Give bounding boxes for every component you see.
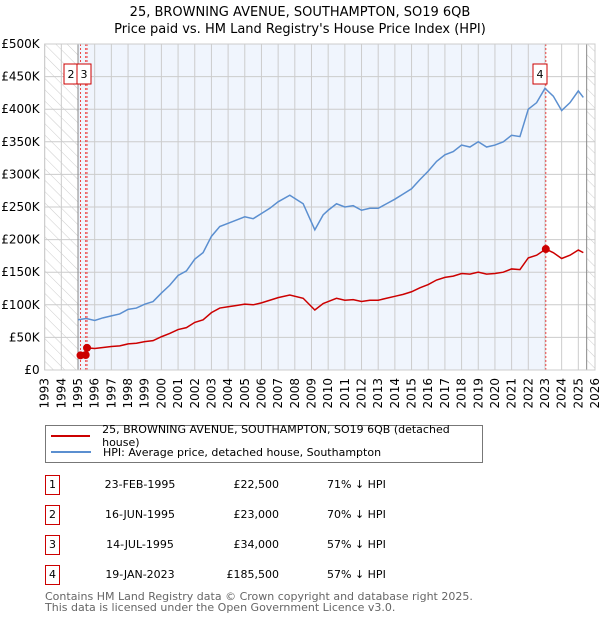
sale-point <box>83 343 92 352</box>
sale-point <box>541 245 550 254</box>
x-tick-label: 2006 <box>254 378 268 409</box>
x-tick-label: 2010 <box>321 378 335 409</box>
sale-label: 4 <box>537 68 544 81</box>
x-tick-label: 2019 <box>471 378 485 409</box>
transaction-hpi: 57% ↓ HPI <box>327 538 386 551</box>
transaction-price: £185,500 <box>226 568 280 581</box>
x-tick-label: 2020 <box>488 378 502 409</box>
sale-label: 3 <box>81 68 88 81</box>
x-tick-label: 2002 <box>188 378 202 409</box>
footer-line2: This data is licensed under the Open Gov… <box>45 601 396 614</box>
y-tick-label: £50K <box>9 330 41 344</box>
x-tick-label: 2000 <box>154 378 168 409</box>
sale-label-box <box>532 63 548 85</box>
x-tick-label: 2005 <box>238 378 252 409</box>
transaction-hpi: 71% ↓ HPI <box>327 478 386 491</box>
transaction-date: 19-JAN-2023 <box>105 568 175 581</box>
y-tick-label: £150K <box>1 265 41 279</box>
transaction-num: 2 <box>45 505 60 525</box>
price-chart: 1993 1994 1995 1996 1997 1998 1999 2000 2001 2002… <box>1 37 600 409</box>
x-tick-label: 2017 <box>438 378 452 409</box>
x-tick-label: 1999 <box>138 378 152 409</box>
x-tick-label: 1997 <box>104 378 118 409</box>
x-tick-label: 2004 <box>221 378 235 409</box>
y-tick-label: £250K <box>1 200 41 214</box>
transaction-row: 4 19-JAN-2023 £185,500 57% ↓ HPI <box>45 565 445 585</box>
x-tick-label: 2001 <box>171 378 185 409</box>
x-tick-label: 2026 <box>588 378 600 409</box>
sale-label: 2 <box>68 68 75 81</box>
transaction-num: 4 <box>45 565 60 585</box>
x-tick-label: 2024 <box>555 378 569 409</box>
transaction-row: 2 16-JUN-1995 £23,000 70% ↓ HPI <box>45 505 445 525</box>
legend-label: 25, BROWNING AVENUE, SOUTHAMPTON, SO19 6… <box>102 423 450 449</box>
transaction-num: 3 <box>45 535 60 555</box>
transaction-hpi: 57% ↓ HPI <box>327 568 386 581</box>
x-tick-label: 2025 <box>571 378 585 409</box>
x-tick-label: 2008 <box>288 378 302 409</box>
y-tick-label: £500K <box>1 37 41 51</box>
chart-subtitle: Price paid vs. HM Land Registry's House … <box>114 22 486 37</box>
transaction-price: £22,500 <box>233 478 280 491</box>
transaction-hpi: 70% ↓ HPI <box>327 508 386 521</box>
x-tick-label: 2016 <box>421 378 435 409</box>
series-line <box>80 248 584 357</box>
y-tick-label: £100K <box>1 298 41 312</box>
transaction-price: £34,000 <box>233 538 280 551</box>
x-tick-label: 1993 <box>38 378 52 409</box>
x-tick-label: 2018 <box>455 378 469 409</box>
y-tick-label: £300K <box>1 167 41 181</box>
y-tick-label: £0 <box>24 363 39 377</box>
chart-title: 25, BROWNING AVENUE, SOUTHAMPTON, SO19 6… <box>129 5 471 20</box>
y-tick-label: £450K <box>1 70 41 84</box>
plot-border <box>44 43 596 371</box>
x-tick-label: 2012 <box>355 378 369 409</box>
y-tick-label: £350K <box>1 135 41 149</box>
x-tick-label: 1995 <box>71 378 85 409</box>
x-tick-label: 2014 <box>388 378 402 409</box>
x-tick-label: 2015 <box>405 378 419 409</box>
transaction-date: 16-JUN-1995 <box>104 508 176 521</box>
x-tick-label: 2021 <box>505 378 519 409</box>
x-tick-label: 2013 <box>371 378 385 409</box>
transaction-num: 1 <box>45 475 60 495</box>
transaction-date: 14-JUL-1995 <box>106 538 174 551</box>
legend: 25, BROWNING AVENUE, SOUTHAMPTON, SO19 6… <box>45 423 483 463</box>
x-tick-label: 1996 <box>88 378 102 409</box>
sale-point <box>81 351 90 360</box>
y-tick-label: £200K <box>1 233 41 247</box>
x-tick-label: 2011 <box>338 378 352 409</box>
series-line <box>77 87 584 322</box>
legend-item-property: 25, BROWNING AVENUE, SOUTHAMPTON, SO19 6… <box>46 423 482 449</box>
x-tick-label: 2003 <box>204 378 218 409</box>
transaction-row: 3 14-JUL-1995 £34,000 57% ↓ HPI <box>45 535 445 555</box>
sale-label-box <box>76 63 92 85</box>
x-tick-label: 2007 <box>271 378 285 409</box>
y-tick-label: £400K <box>1 102 41 116</box>
footer-line1: Contains HM Land Registry data © Crown c… <box>45 590 473 603</box>
x-tick-label: 1998 <box>121 378 135 409</box>
transaction-date: 23-FEB-1995 <box>104 478 176 491</box>
legend-item-hpi: HPI: Average price, detached house, Sout… <box>46 444 381 460</box>
transaction-price: £23,000 <box>233 508 280 521</box>
x-tick-label: 1994 <box>54 378 68 409</box>
legend-label: HPI: Average price, detached house, Sout… <box>103 445 382 459</box>
transaction-row: 1 23-FEB-1995 £22,500 71% ↓ HPI <box>45 475 445 495</box>
x-tick-label: 2009 <box>304 378 318 409</box>
x-tick-label: 2022 <box>521 378 535 409</box>
footer: Contains HM Land Registry data © Crown c… <box>45 591 473 613</box>
x-tick-label: 2023 <box>538 378 552 409</box>
